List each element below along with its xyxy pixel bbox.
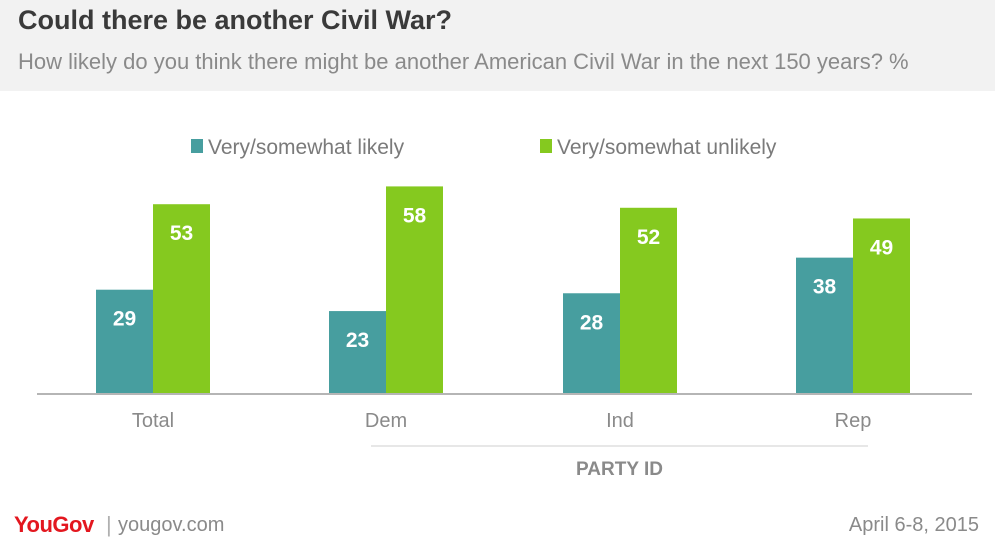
tick-label-ind: Ind (606, 410, 634, 432)
bar-rep-2 (853, 218, 910, 393)
bar-total-1 (96, 289, 153, 393)
bar-dem-1 (329, 311, 386, 393)
group-label: PARTY ID (576, 459, 663, 480)
tick-label-dem: Dem (365, 410, 407, 432)
legend-swatch-2 (540, 139, 552, 153)
legend-swatch-1 (191, 139, 203, 153)
bar-ind-2 (620, 207, 677, 393)
tick-label-total: Total (132, 410, 174, 432)
data-label-rep-1: 38 (813, 276, 837, 299)
chart-subtitle: How likely do you think there might be a… (18, 49, 909, 74)
data-label-ind-1: 28 (580, 311, 604, 334)
data-label-total-2: 53 (170, 222, 193, 245)
legend-label-2: Very/somewhat unlikely (557, 136, 777, 159)
bar-total-2 (153, 204, 210, 393)
data-label-dem-2: 58 (403, 204, 427, 227)
chart-title: Could there be another Civil War? (18, 5, 453, 35)
data-label-rep-2: 49 (870, 236, 893, 259)
yougov-logo: YouGov (14, 512, 94, 537)
data-label-ind-2: 52 (637, 226, 660, 249)
footer-url: yougov.com (118, 514, 225, 536)
legend-label-1: Very/somewhat likely (208, 136, 405, 159)
bar-rep-1 (796, 257, 853, 393)
footer-date: April 6-8, 2015 (848, 514, 979, 536)
header-band: Could there be another Civil War? How li… (0, 0, 995, 91)
tick-label-rep: Rep (835, 410, 872, 432)
bar-ind-1 (563, 293, 620, 393)
footer-separator: | (106, 512, 112, 537)
data-label-total-1: 29 (113, 308, 136, 331)
bar-dem-2 (386, 186, 443, 393)
data-label-dem-1: 23 (346, 329, 369, 352)
